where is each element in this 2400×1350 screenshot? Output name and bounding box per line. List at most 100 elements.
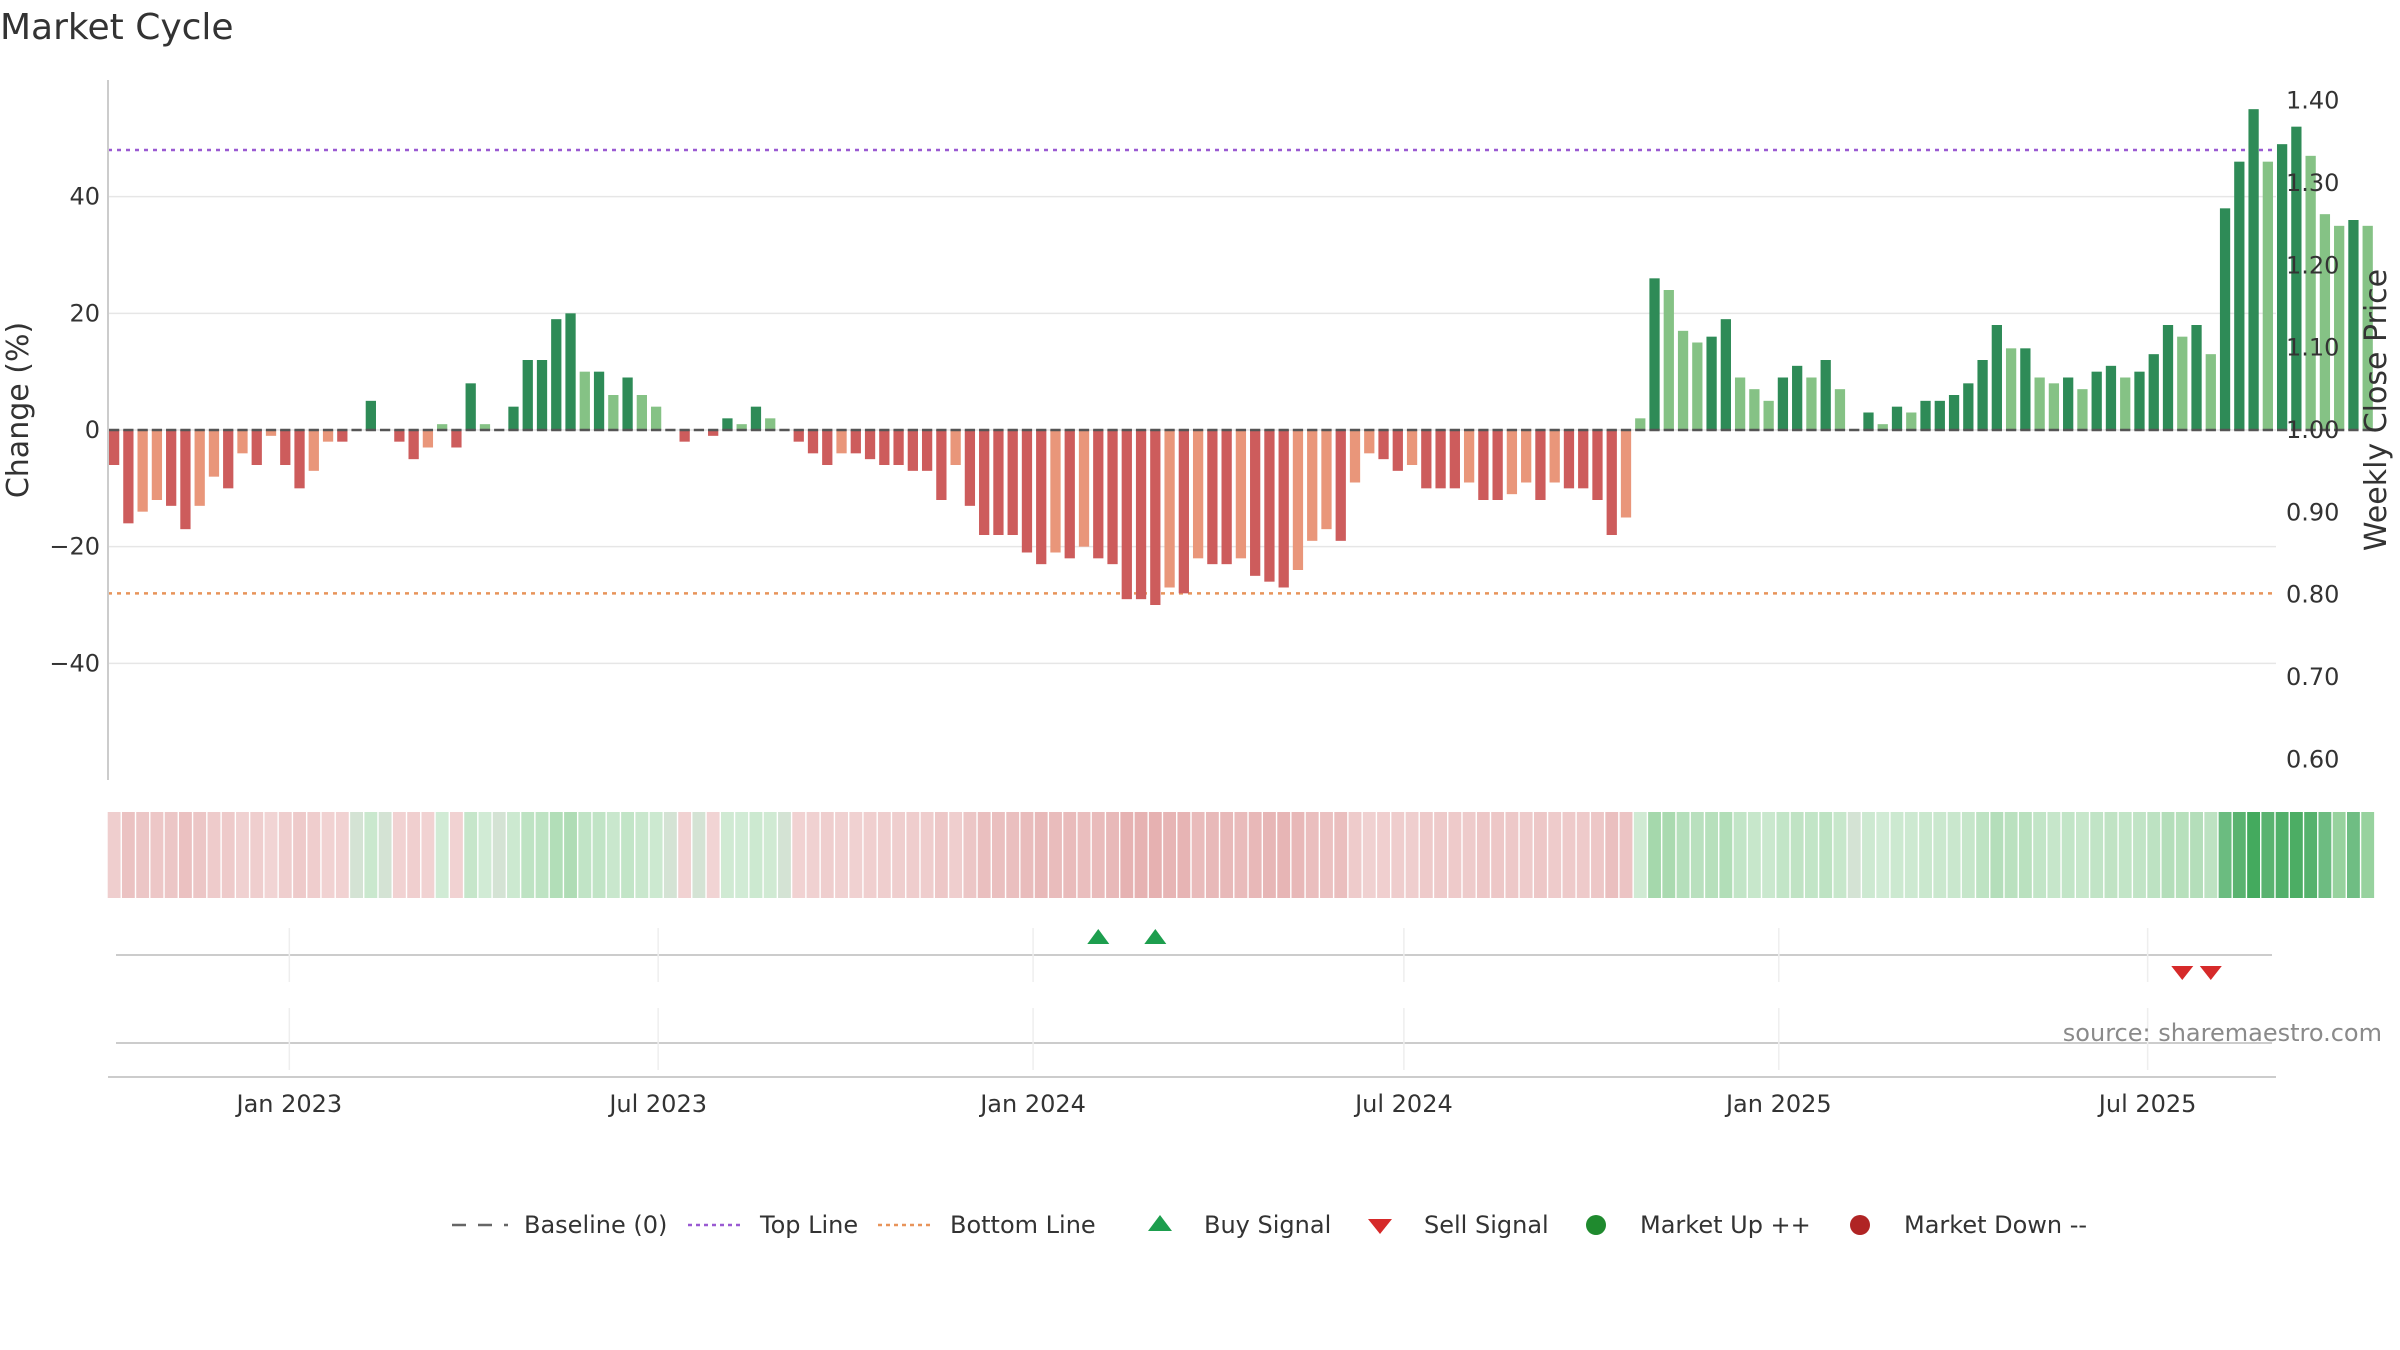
change-bar [508,406,519,430]
chart-title: Market Cycle [0,7,234,48]
heat-cell [877,812,891,898]
heat-cell [2175,812,2189,898]
heat-cell [1377,812,1390,898]
heat-cell [2289,812,2303,898]
heat-cell [2218,812,2232,898]
y2-tick-label: 1.10 [2286,334,2339,362]
heat-cell [991,812,1005,898]
heat-cell [1277,812,1291,898]
heat-cell [820,812,834,898]
change-bar [237,430,248,454]
change-bar [1307,430,1318,541]
change-bar [1777,377,1789,430]
change-bar [1620,430,1632,518]
legend-swatch [1586,1215,1606,1235]
heat-cell [1947,812,1961,898]
heat-cell [335,812,349,898]
heat-cell [392,812,406,898]
change-bar [2091,371,2102,430]
change-bar [1891,406,1903,430]
change-bar [551,319,562,430]
heat-cell [2004,812,2018,898]
heat-cell [1762,812,1776,898]
change-bar [608,395,619,430]
heat-cell [1234,812,1248,898]
change-bar [1478,430,1489,500]
change-bar [337,430,348,442]
change-bar [2191,325,2202,430]
heat-cell [1676,812,1690,898]
legend-label: Top Line [759,1211,858,1239]
change-bar [251,430,262,465]
change-bar [679,430,690,442]
heat-cell [1049,812,1062,898]
change-bar [1207,430,1218,565]
heat-cell [150,812,164,898]
heat-cell [564,812,577,898]
change-bar [2219,208,2231,430]
change-bar [1264,430,1275,582]
legend-label: Buy Signal [1204,1211,1331,1239]
heat-cell [934,812,948,898]
heat-cell [1191,812,1205,898]
change-bar [1392,430,1403,471]
heat-cell [421,812,435,898]
change-bar [1050,430,1061,553]
change-bar [2162,325,2174,430]
legend-swatch [1148,1215,1172,1231]
heat-cell [1847,812,1861,898]
heat-cell [1291,812,1305,898]
change-bar [1064,430,1075,559]
heat-cell [236,812,249,898]
change-bar [194,430,205,506]
y-tick-label: 20 [69,299,100,327]
heat-cell [2090,812,2104,898]
change-bar [1150,430,1161,605]
change-bar [565,313,576,430]
y2-tick-label: 0.90 [2286,498,2339,526]
change-bar [2148,354,2159,430]
y2-tick-label: 0.80 [2286,581,2339,609]
change-bar [1649,278,1660,430]
change-bar [850,430,861,454]
heat-cell [2304,812,2318,898]
heat-cell [521,812,535,898]
heat-cell [2275,812,2289,898]
heat-cell [1148,812,1162,898]
heat-cell [1505,812,1519,898]
heat-cell [835,812,848,898]
buy-signal-marker [1144,929,1167,944]
change-bar [1292,430,1304,570]
x-tick-label: Jul 2024 [1353,1090,1453,1118]
change-bar [1963,383,1974,430]
heat-cell [1362,812,1376,898]
heat-cell [1591,812,1604,898]
heat-cell [507,812,520,898]
legend-label: Sell Signal [1424,1211,1549,1239]
change-bar [1692,342,1703,430]
heat-cell [449,812,463,898]
legend-label: Market Up ++ [1640,1211,1811,1239]
heat-cell [2133,812,2146,898]
heat-cell [678,812,692,898]
change-bar [1107,430,1118,565]
heat-cell [2104,812,2118,898]
heat-cell [792,812,806,898]
heat-cell [1120,812,1134,898]
heat-cell [1833,812,1847,898]
heat-cell [278,812,292,898]
change-bar [408,430,419,460]
change-bar [308,430,319,471]
heat-cell [1134,812,1148,898]
heat-cell [763,812,777,898]
heat-cell [1448,812,1462,898]
legend-item: Buy Signal [1148,1211,1331,1239]
heat-cell [2033,812,2047,898]
heat-cell [1605,812,1619,898]
change-bar [1463,430,1475,483]
change-bar [2134,371,2145,430]
change-bar [479,424,491,430]
x-axis-ticks: Jan 2023 Jul 2023 Jan 2024 Jul 2024 Jan 2025… [234,1090,2196,1118]
legend-item: Top Line [688,1211,858,1239]
heat-cell [2047,812,2061,898]
